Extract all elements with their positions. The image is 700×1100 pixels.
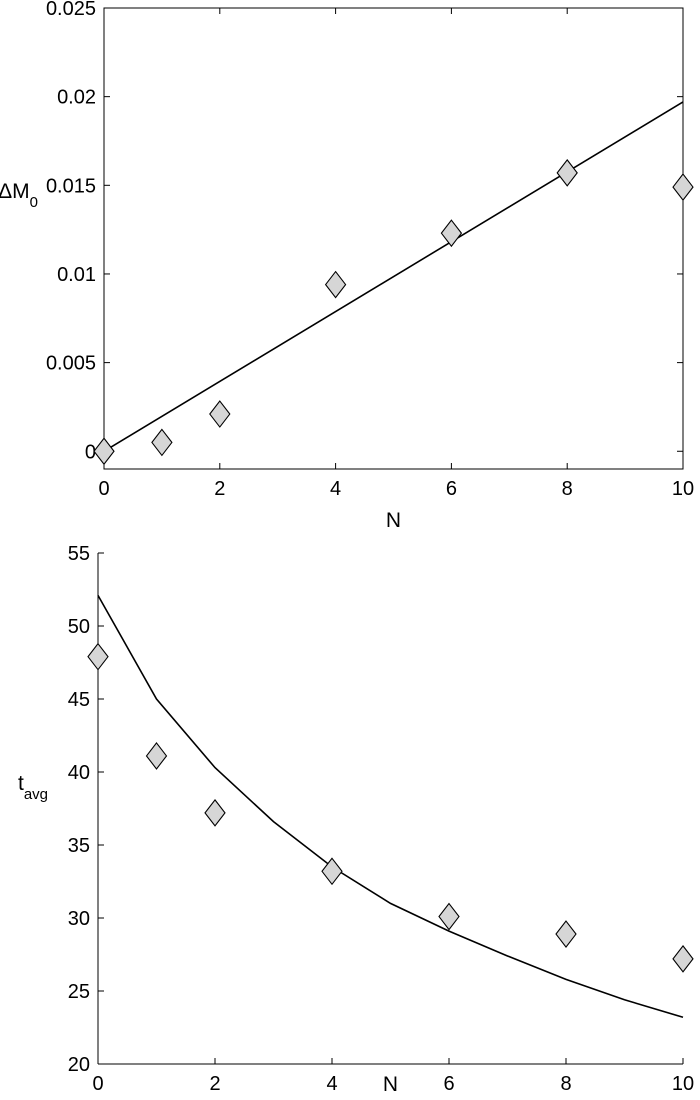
x-axis-label: N [386,509,401,532]
x-tick-label: 8 [560,1073,571,1095]
diamond-marker [440,219,463,248]
y-tick-label: 30 [68,908,90,930]
diamond-marker [87,642,109,671]
y-tick-label: 50 [68,616,90,638]
y-tick-label: 0.025 [46,0,96,20]
y-tick-label: 35 [68,835,90,857]
y-tick-label: 0.005 [46,353,96,375]
diamond-marker [438,902,460,931]
x-tick-label: 4 [330,478,341,500]
y-tick-label: 25 [68,981,90,1003]
y-axis-label-subscript: 0 [30,194,38,211]
diamond-marker [672,173,694,201]
y-tick-label: 0.015 [46,175,96,197]
y-tick-label: 55 [68,543,90,565]
x-tick-label: 6 [443,1073,454,1095]
y-tick-label: 0.01 [57,264,96,286]
y-axis-label-main: ΔM [0,180,30,203]
diamond-marker [555,920,577,948]
x-tick-label: 0 [92,1073,103,1095]
y-axis-label-subscript: avg [24,786,48,803]
diamond-marker [324,270,347,299]
diamond-marker [151,428,173,457]
y-tick-label: 0.02 [57,87,96,109]
fit-curve [103,101,684,452]
diamond-marker [672,944,694,973]
diamond-marker [145,742,168,770]
x-tick-label: 4 [326,1073,337,1095]
x-tick-label: 10 [672,478,694,500]
diamond-marker [321,857,343,886]
y-tick-label: 40 [68,762,90,784]
y-tick-label: 45 [68,689,90,711]
fit-curve [97,594,684,1019]
x-tick-label: 2 [214,478,225,500]
y-tick-label: 20 [68,1054,90,1076]
plot-frame [103,7,684,470]
x-axis-label: N [383,1073,398,1096]
x-tick-label: 0 [98,478,109,500]
diamond-marker [209,400,231,428]
y-tick-label: 0 [85,441,96,463]
diamond-marker [556,158,578,187]
x-tick-label: 10 [672,1073,694,1095]
x-tick-label: 2 [209,1073,220,1095]
diamond-marker [93,437,115,466]
y-axis-label: ΔM0 [0,180,38,211]
y-axis-label-main: t [18,772,24,795]
y-axis-label: tavg [18,772,48,803]
x-tick-label: 8 [562,478,573,500]
diamond-marker [204,798,226,827]
x-tick-label: 6 [446,478,457,500]
